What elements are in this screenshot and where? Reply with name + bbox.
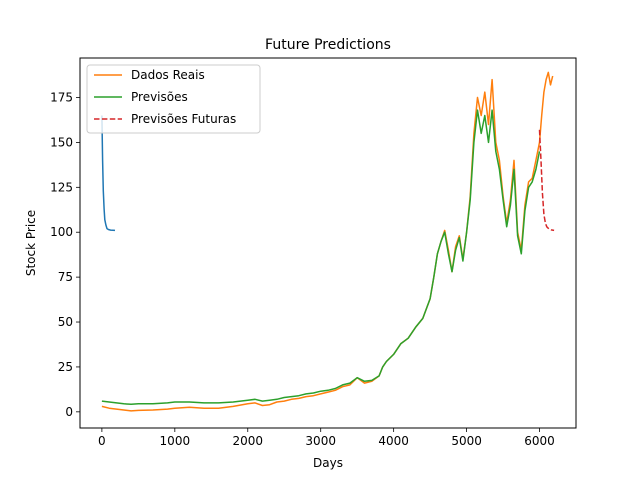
y-axis-title: Stock Price — [24, 210, 38, 276]
x-tick-label: 5000 — [451, 434, 482, 448]
axes-frame — [79, 57, 577, 429]
legend-label: Previsões — [131, 90, 188, 104]
y-tick-label: 175 — [50, 91, 73, 105]
y-axis-ticks: 0 25 50 75 100 125 150 175 — [50, 91, 80, 419]
series-layer — [101, 71, 555, 412]
y-tick-label: 100 — [50, 225, 73, 239]
x-axis-title: Days — [313, 456, 343, 470]
plot-area — [79, 57, 577, 429]
series-line-3 — [538, 129, 555, 232]
x-tick-label: 3000 — [305, 434, 336, 448]
x-tick-label: 0 — [98, 434, 106, 448]
legend: Dados Reais Previsões Previsões Futuras — [86, 64, 261, 134]
y-tick-label: 50 — [58, 315, 73, 329]
series-line-2 — [101, 109, 541, 406]
legend-label: Dados Reais — [131, 68, 205, 82]
y-tick-label: 25 — [58, 360, 73, 374]
series-line-0 — [101, 115, 116, 232]
x-axis-ticks: 0 1000 2000 3000 4000 5000 6000 — [98, 428, 555, 448]
y-tick-label: 150 — [50, 135, 73, 149]
y-tick-label: 0 — [65, 405, 73, 419]
y-tick-label: 75 — [58, 270, 73, 284]
y-tick-label: 125 — [50, 180, 73, 194]
legend-label: Previsões Futuras — [131, 112, 236, 126]
chart-title: Future Predictions — [265, 37, 391, 53]
legend-box — [86, 64, 261, 134]
x-tick-label: 1000 — [160, 434, 191, 448]
x-tick-label: 4000 — [378, 434, 409, 448]
x-tick-label: 6000 — [524, 434, 555, 448]
x-tick-label: 2000 — [232, 434, 263, 448]
